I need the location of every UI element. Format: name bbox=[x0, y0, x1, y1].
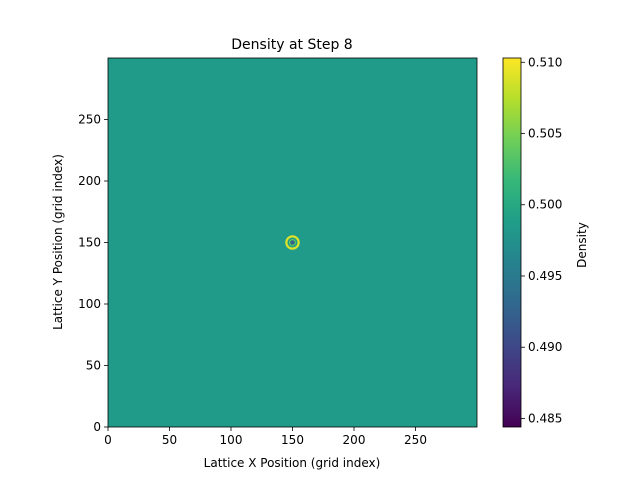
density-ring bbox=[285, 235, 300, 250]
y-axis-ticks: 0 50 100 150 200 250 bbox=[78, 113, 108, 434]
colorbar-gradient bbox=[502, 57, 522, 428]
x-tick-label: 50 bbox=[162, 433, 177, 447]
x-tick-label: 250 bbox=[404, 433, 427, 447]
colorbar-tick-label: 0.490 bbox=[528, 340, 562, 354]
density-core bbox=[290, 240, 295, 245]
y-tick-label: 100 bbox=[78, 297, 101, 311]
colorbar-tick-label: 0.510 bbox=[528, 55, 562, 69]
y-tick-label: 250 bbox=[78, 113, 101, 127]
x-axis-label: Lattice X Position (grid index) bbox=[204, 456, 381, 470]
density-disturbance bbox=[285, 235, 300, 250]
colorbar: 0.510 0.505 0.500 0.495 0.490 0.485 Density bbox=[502, 55, 589, 428]
y-tick-label: 50 bbox=[86, 359, 101, 373]
colorbar-label: Density bbox=[575, 222, 589, 268]
heatmap-plot-area bbox=[107, 57, 478, 428]
colorbar-tick-label: 0.505 bbox=[528, 127, 562, 141]
chart-title: Density at Step 8 bbox=[231, 37, 352, 53]
x-tick-label: 150 bbox=[281, 433, 304, 447]
y-tick-label: 0 bbox=[93, 420, 101, 434]
x-tick-label: 0 bbox=[104, 433, 112, 447]
x-axis-ticks: 0 50 100 150 200 250 bbox=[104, 427, 427, 447]
colorbar-tick-label: 0.495 bbox=[528, 269, 562, 283]
y-tick-label: 150 bbox=[78, 236, 101, 250]
colorbar-tick-label: 0.485 bbox=[528, 411, 562, 425]
colorbar-tick-label: 0.500 bbox=[528, 198, 562, 212]
y-tick-label: 200 bbox=[78, 174, 101, 188]
y-axis-label: Lattice Y Position (grid index) bbox=[51, 154, 65, 330]
x-tick-label: 100 bbox=[220, 433, 243, 447]
x-tick-label: 200 bbox=[343, 433, 366, 447]
colorbar-ticks: 0.510 0.505 0.500 0.495 0.490 0.485 bbox=[521, 55, 562, 425]
